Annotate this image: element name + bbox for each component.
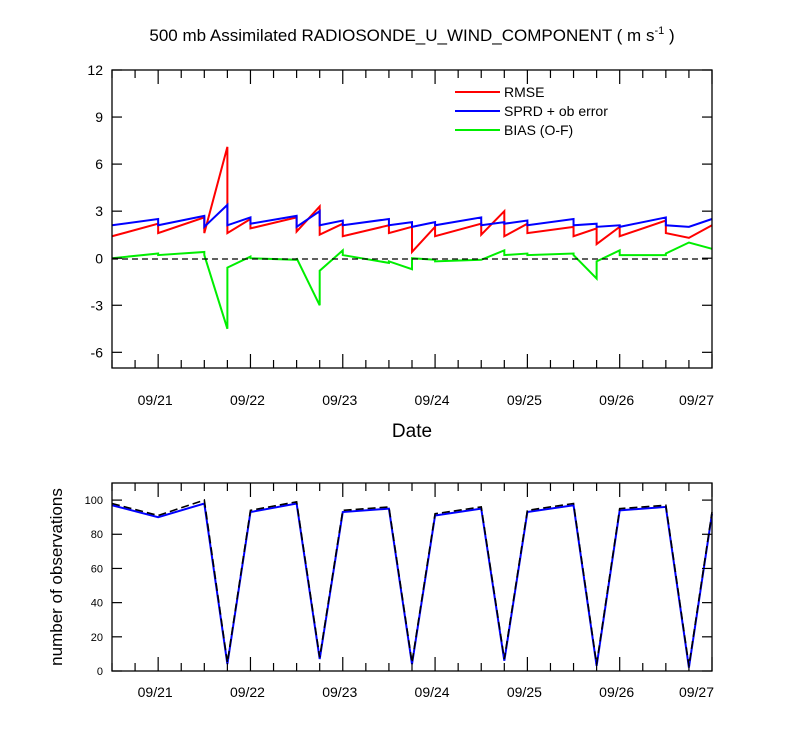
top-x-tick-label: 09/23 bbox=[322, 392, 357, 408]
bottom-x-tick-label: 09/25 bbox=[507, 684, 542, 700]
top-series-line-0 bbox=[111, 146, 713, 255]
top-y-tick-label: 3 bbox=[95, 203, 103, 219]
top-y-tick-label: 6 bbox=[95, 156, 103, 172]
top-y-tick-label: -3 bbox=[91, 297, 104, 313]
bottom-series-group bbox=[111, 499, 713, 668]
top-y-axis: 12 9 6 3 0 -3 -6 bbox=[87, 62, 712, 360]
bottom-y-tick-label: 0 bbox=[97, 666, 103, 678]
bottom-series-line-1 bbox=[111, 499, 713, 666]
legend-label-bias: BIAS (O-F) bbox=[504, 122, 573, 138]
bottom-x-tick-label: 09/26 bbox=[599, 684, 634, 700]
bottom-y-axis: 0 20 40 60 80 100 bbox=[85, 495, 712, 678]
top-x-tick-label: 09/21 bbox=[138, 392, 173, 408]
chart-title: 500 mb Assimilated RADIOSONDE_U_WIND_COM… bbox=[149, 25, 674, 45]
bottom-series-line-0 bbox=[111, 502, 713, 668]
top-series-group bbox=[111, 146, 713, 330]
top-x-axis: 09/21 09/22 09/23 09/24 09/25 09/26 09/27 bbox=[111, 70, 714, 408]
bottom-y-tick-label: 20 bbox=[91, 632, 103, 644]
top-x-tick-label: 09/22 bbox=[230, 392, 265, 408]
bottom-x-tick-label: 09/21 bbox=[138, 684, 173, 700]
top-y-tick-label: 9 bbox=[95, 109, 103, 125]
legend: RMSE SPRD + ob error BIAS (O-F) bbox=[455, 84, 608, 138]
bottom-y-tick-label: 40 bbox=[91, 598, 103, 610]
bottom-x-tick-label: 09/27 bbox=[679, 684, 714, 700]
x-axis-title: Date bbox=[392, 421, 432, 442]
bottom-plot-frame bbox=[111, 482, 713, 672]
legend-label-rmse: RMSE bbox=[504, 84, 544, 100]
bottom-x-tick-label: 09/24 bbox=[415, 684, 450, 700]
top-x-tick-label: 09/26 bbox=[599, 392, 634, 408]
bottom-y-tick-label: 80 bbox=[91, 529, 103, 541]
top-x-tick-label: 09/27 bbox=[679, 392, 714, 408]
bottom-x-tick-label: 09/23 bbox=[322, 684, 357, 700]
top-y-tick-label: 0 bbox=[95, 250, 103, 266]
top-y-tick-label: 12 bbox=[87, 62, 103, 78]
top-x-tick-label: 09/25 bbox=[507, 392, 542, 408]
top-series-line-2 bbox=[111, 241, 713, 330]
bottom-y-tick-label: 100 bbox=[85, 495, 103, 507]
bottom-x-tick-label: 09/22 bbox=[230, 684, 265, 700]
top-y-tick-label: -6 bbox=[91, 344, 104, 360]
top-x-tick-label: 09/24 bbox=[415, 392, 450, 408]
legend-label-sprd: SPRD + ob error bbox=[504, 103, 608, 119]
y-axis-title-observations: number of observations bbox=[47, 488, 66, 666]
bottom-x-axis: 09/21 09/22 09/23 09/24 09/25 09/26 09/27 bbox=[111, 483, 714, 700]
bottom-y-tick-label: 60 bbox=[91, 563, 103, 575]
top-series-line-1 bbox=[111, 202, 713, 230]
